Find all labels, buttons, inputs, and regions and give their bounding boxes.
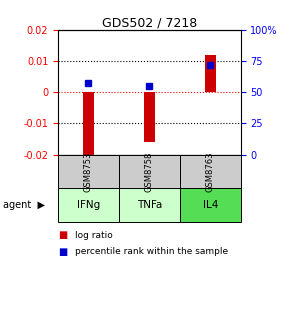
Text: agent  ▶: agent ▶ [3, 200, 45, 210]
Bar [205, 55, 216, 92]
Text: IFNg: IFNg [77, 200, 100, 210]
Text: GSM8758: GSM8758 [145, 151, 154, 192]
Text: IL4: IL4 [202, 200, 218, 210]
Text: TNFa: TNFa [137, 200, 162, 210]
Text: GSM8753: GSM8753 [84, 151, 93, 192]
Text: GSM8763: GSM8763 [206, 151, 215, 192]
Title: GDS502 / 7218: GDS502 / 7218 [102, 16, 197, 29]
Bar [83, 92, 94, 158]
Text: log ratio: log ratio [75, 231, 113, 240]
Text: ■: ■ [58, 247, 67, 257]
Text: percentile rank within the sample: percentile rank within the sample [75, 248, 229, 256]
Text: ■: ■ [58, 230, 67, 240]
Bar [144, 92, 155, 142]
